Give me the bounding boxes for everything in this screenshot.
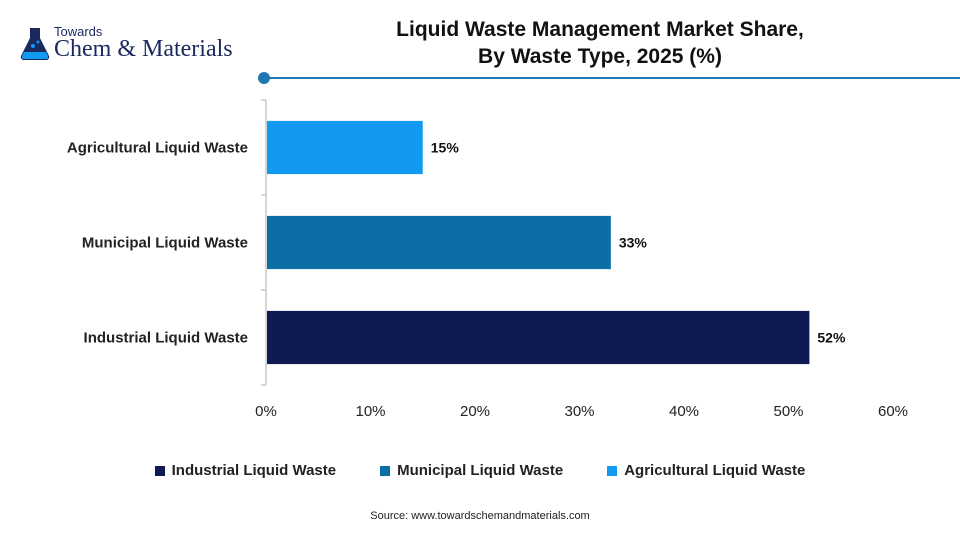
data-label-0: 15% [431, 140, 460, 156]
x-tick-label-0: 0% [255, 403, 277, 420]
legend-item-municipal: Municipal Liquid Waste [380, 462, 563, 479]
source-note: Source: www.towardschemandmaterials.com [370, 510, 590, 522]
legend-swatch-agricultural [607, 465, 618, 476]
x-tick-label-4: 40% [669, 403, 699, 420]
chart-title-line1: Liquid Waste Management Market Share, [396, 18, 804, 41]
chart-title: Liquid Waste Management Market Share, By… [300, 16, 900, 70]
title-divider-dot [258, 72, 270, 84]
category-label-1: Municipal Liquid Waste [82, 235, 248, 252]
bar-1 [267, 215, 611, 270]
legend-label-industrial: Industrial Liquid Waste [171, 462, 337, 479]
legend-swatch-municipal [380, 465, 391, 476]
title-divider [264, 77, 960, 79]
flask-icon [20, 28, 50, 61]
chart-title-line2: By Waste Type, 2025 (%) [478, 45, 722, 68]
x-tick-label-1: 10% [355, 403, 385, 420]
legend-swatch-industrial [154, 465, 165, 476]
legend-item-industrial: Industrial Liquid Waste [154, 462, 337, 479]
x-tick-label-5: 50% [773, 403, 803, 420]
x-tick-label-3: 30% [564, 403, 594, 420]
brand-logo: Towards Chem & Materials [18, 22, 258, 68]
bar-2 [267, 310, 810, 365]
brand-line1: Towards [54, 24, 103, 39]
x-tick-label-6: 60% [878, 403, 908, 420]
data-label-2: 52% [817, 330, 846, 346]
x-tick-label-2: 20% [460, 403, 490, 420]
legend-item-agricultural: Agricultural Liquid Waste [607, 462, 805, 479]
data-label-1: 33% [619, 235, 648, 251]
bar-0 [267, 120, 423, 175]
chart-legend: Industrial Liquid Waste Municipal Liquid… [0, 462, 960, 479]
legend-label-agricultural: Agricultural Liquid Waste [624, 462, 806, 479]
legend-label-municipal: Municipal Liquid Waste [397, 462, 564, 479]
category-label-0: Agricultural Liquid Waste [67, 140, 248, 157]
category-label-2: Industrial Liquid Waste [84, 330, 248, 347]
brand-line2: Chem & Materials [54, 36, 233, 62]
